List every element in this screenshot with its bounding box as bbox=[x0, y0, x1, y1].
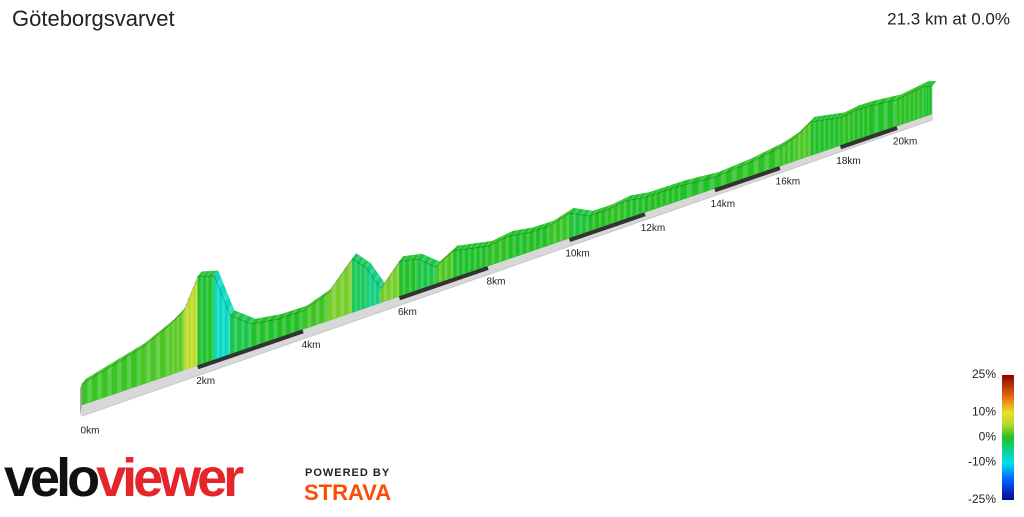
brand-velo: velo bbox=[4, 448, 98, 508]
x-tick-label: 2km bbox=[196, 376, 215, 387]
base-slab bbox=[81, 113, 933, 417]
colorbar-label: 10% bbox=[972, 405, 996, 419]
x-tick-label: 12km bbox=[641, 223, 665, 234]
x-tick-label: 18km bbox=[836, 156, 860, 167]
start-wall bbox=[80, 384, 82, 416]
colorbar-scale bbox=[1002, 375, 1014, 500]
axis-band bbox=[839, 126, 898, 150]
x-tick-label: 10km bbox=[565, 249, 589, 260]
profile-outline bbox=[81, 85, 933, 385]
axis-band bbox=[197, 329, 304, 370]
title: Göteborgsvarvet bbox=[12, 6, 175, 31]
x-tick-label: 6km bbox=[398, 307, 417, 318]
x-tick-label: 14km bbox=[711, 199, 735, 210]
colorbar-label: 0% bbox=[979, 430, 997, 444]
brand-viewer: viewer bbox=[96, 448, 244, 508]
colorbar-label: -10% bbox=[968, 455, 996, 469]
x-tick-label: 20km bbox=[893, 137, 917, 148]
profile: 0km 2km 4km 6km 8km 10km 12km 14km 16km 18km 20km bbox=[80, 81, 937, 437]
colorbar: 25% 10% 0% -10% -25% bbox=[968, 367, 1014, 506]
profile-strip bbox=[930, 81, 937, 115]
colorbar-label: -25% bbox=[968, 492, 996, 506]
axis-band bbox=[714, 166, 781, 193]
brand-logo: veloviewer bbox=[4, 448, 244, 508]
colorbar-label: 25% bbox=[972, 367, 996, 381]
x-tick-label: 8km bbox=[487, 277, 506, 288]
summary: 21.3 km at 0.0% bbox=[887, 9, 1010, 28]
axis-band bbox=[568, 212, 646, 242]
axis-band bbox=[398, 266, 489, 301]
strava-logo: STRAVA bbox=[304, 480, 391, 505]
powered-by: POWERED BY bbox=[305, 467, 390, 479]
x-tick-label: 4km bbox=[302, 340, 321, 351]
x-tick-label: 0km bbox=[81, 426, 100, 437]
x-tick-label: 16km bbox=[776, 177, 800, 188]
